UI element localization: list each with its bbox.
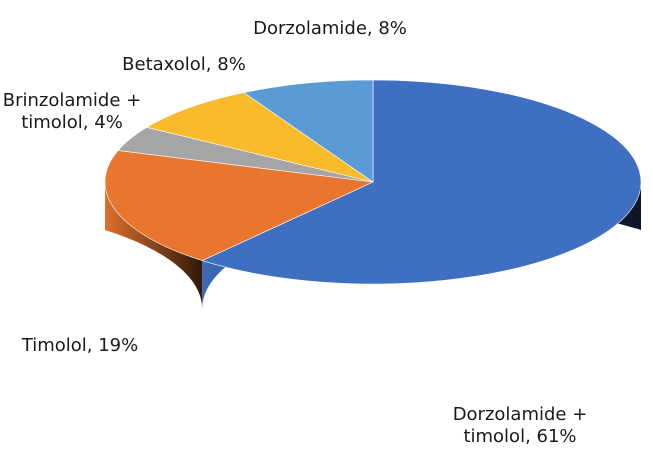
slice-label-1: Dorzolamide + timolol, 61% [453,404,588,447]
slice-label-2: Timolol, 19% [21,335,138,356]
pie-slice-1 [201,79,642,285]
pie-slice-4 [145,92,374,183]
pie-top-layer [104,79,642,285]
pie-slice-5 [243,79,374,183]
pie-slice-2 [104,150,375,261]
slice-label-5: Dorzolamide, 8% [253,18,407,39]
pie-label-layer: Dorzolamide + timolol, 61% Timolol, 19% Bri… [3,18,588,447]
slice-label-4: Betaxolol, 8% [122,54,246,75]
slice-label-3: Brinzolamide + timolol, 4% [3,90,142,133]
